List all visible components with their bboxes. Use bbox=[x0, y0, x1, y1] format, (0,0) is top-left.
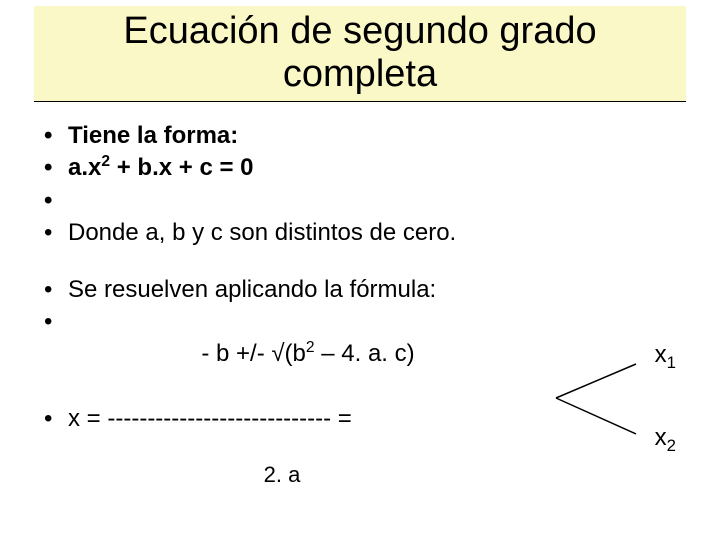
content-area: Tiene la forma: a.x2 + b.x + c = 0 Donde… bbox=[28, 102, 692, 540]
spacer-1 bbox=[38, 250, 682, 274]
arrow-down-line bbox=[556, 398, 636, 434]
bullet-donde-text: Donde a, b y c son distintos de cero. bbox=[68, 219, 456, 246]
eq-sup: 2 bbox=[101, 153, 110, 170]
num-prefix: - b +/- √(b bbox=[121, 340, 306, 367]
title-line-1: Ecuación de segundo grado bbox=[123, 10, 596, 52]
bullet-forma: Tiene la forma: bbox=[38, 120, 682, 152]
bullet-resuelven: Se resuelven aplicando la fórmula: bbox=[38, 274, 682, 306]
slide-title: Ecuación de segundo grado completa bbox=[34, 10, 686, 95]
eq-suffix: + b.x + c = 0 bbox=[110, 154, 253, 181]
bullet-resuelven-text: Se resuelven aplicando la fórmula: bbox=[68, 276, 436, 303]
x1-sub: 1 bbox=[667, 353, 676, 372]
bullet-list: Tiene la forma: a.x2 + b.x + c = 0 Donde… bbox=[38, 120, 682, 250]
x1-prefix: x bbox=[655, 341, 667, 368]
x2-label: x2 bbox=[655, 424, 676, 452]
x2-sub: 2 bbox=[667, 436, 676, 455]
num-suffix: – 4. a. c) bbox=[315, 340, 415, 367]
title-band: Ecuación de segundo grado completa bbox=[34, 6, 686, 102]
bullet-empty-1 bbox=[38, 185, 682, 217]
bullet-forma-text: Tiene la forma: bbox=[68, 122, 238, 149]
x2-prefix: x bbox=[655, 424, 667, 451]
denominator-text: 2. a bbox=[105, 462, 301, 487]
x1-label: x1 bbox=[655, 341, 676, 369]
arrow-up-line bbox=[556, 364, 636, 398]
slide: Ecuación de segundo grado completa Tiene… bbox=[0, 6, 720, 540]
eq-prefix: a.x bbox=[68, 154, 101, 181]
bullet-donde: Donde a, b y c son distintos de cero. bbox=[38, 217, 682, 249]
branch-arrows bbox=[554, 358, 644, 442]
bullet-equation: a.x2 + b.x + c = 0 bbox=[38, 152, 682, 184]
denominator-line: 2. a bbox=[38, 436, 682, 514]
fraction-text: x = ---------------------------- = bbox=[68, 405, 352, 432]
title-line-2: completa bbox=[283, 53, 437, 95]
num-sup: 2 bbox=[306, 339, 315, 356]
